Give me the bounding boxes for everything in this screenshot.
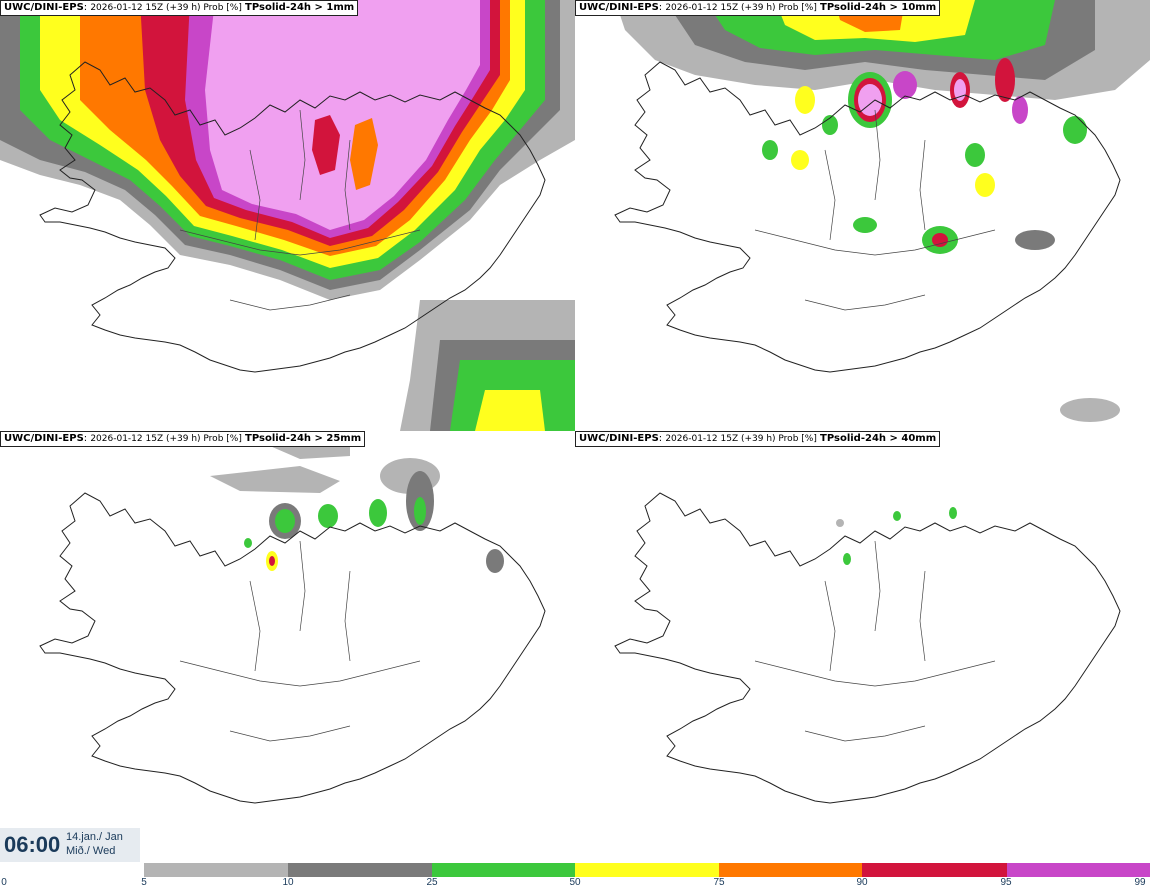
legend-label-25: 25	[426, 877, 438, 888]
panel-title: UWC/DINI-EPS: 2026-01-12 15Z (+39 h) Pro…	[575, 0, 941, 16]
legend-label-0: 0	[1, 877, 7, 888]
map-panel-25mm: UWC/DINI-EPS: 2026-01-12 15Z (+39 h) Pro…	[0, 431, 575, 862]
probability-map-1mm	[0, 0, 575, 431]
probability-map-25mm	[0, 431, 575, 862]
legend-bin-95-99	[1007, 863, 1150, 877]
run-info: 2026-01-12 15Z (+39 h) Prob [%]	[665, 3, 817, 13]
panel-title: UWC/DINI-EPS: 2026-01-12 15Z (+39 h) Pro…	[0, 0, 359, 16]
legend-label-95: 95	[1000, 877, 1012, 888]
run-info: 2026-01-12 15Z (+39 h) Prob [%]	[90, 3, 242, 13]
model-name: UWC/DINI-EPS	[4, 433, 84, 444]
legend-bin-50-75	[575, 863, 719, 877]
valid-weekday: Mið./ Wed	[66, 845, 116, 857]
legend-bin-5-10	[144, 863, 288, 877]
probability-map-40mm	[575, 431, 1150, 862]
legend-label-99: 99	[1134, 877, 1146, 888]
legend-label-75: 75	[713, 877, 725, 888]
valid-time-box: 06:00 14.jan./ Jan Mið./ Wed	[0, 828, 140, 862]
parameter-label: TPsolid-24h > 40mm	[820, 433, 937, 444]
model-name: UWC/DINI-EPS	[579, 2, 659, 13]
map-panel-1mm: UWC/DINI-EPS: 2026-01-12 15Z (+39 h) Pro…	[0, 0, 575, 431]
legend-bin-75-90	[719, 863, 862, 877]
valid-date: 14.jan./ Jan	[66, 831, 123, 843]
parameter-label: TPsolid-24h > 10mm	[820, 2, 937, 13]
valid-time: 06:00	[4, 832, 61, 857]
legend-label-50: 50	[569, 877, 581, 888]
map-panel-10mm: UWC/DINI-EPS: 2026-01-12 15Z (+39 h) Pro…	[575, 0, 1150, 431]
model-name: UWC/DINI-EPS	[4, 2, 84, 13]
legend-label-10: 10	[282, 877, 294, 888]
legend-label-5: 5	[141, 877, 147, 888]
parameter-label: TPsolid-24h > 25mm	[245, 433, 362, 444]
map-panel-40mm: UWC/DINI-EPS: 2026-01-12 15Z (+39 h) Pro…	[575, 431, 1150, 862]
legend-bin-25-50	[432, 863, 575, 877]
probability-legend-bar	[144, 863, 1150, 877]
legend-label-90: 90	[856, 877, 868, 888]
parameter-label: TPsolid-24h > 1mm	[245, 2, 355, 13]
model-name: UWC/DINI-EPS	[579, 433, 659, 444]
run-info: 2026-01-12 15Z (+39 h) Prob [%]	[665, 434, 817, 444]
legend-bin-10-25	[288, 863, 432, 877]
run-info: 2026-01-12 15Z (+39 h) Prob [%]	[90, 434, 242, 444]
probability-map-10mm	[575, 0, 1150, 431]
panel-title: UWC/DINI-EPS: 2026-01-12 15Z (+39 h) Pro…	[0, 431, 366, 447]
legend-bin-90-95	[862, 863, 1007, 877]
panel-title: UWC/DINI-EPS: 2026-01-12 15Z (+39 h) Pro…	[575, 431, 941, 447]
